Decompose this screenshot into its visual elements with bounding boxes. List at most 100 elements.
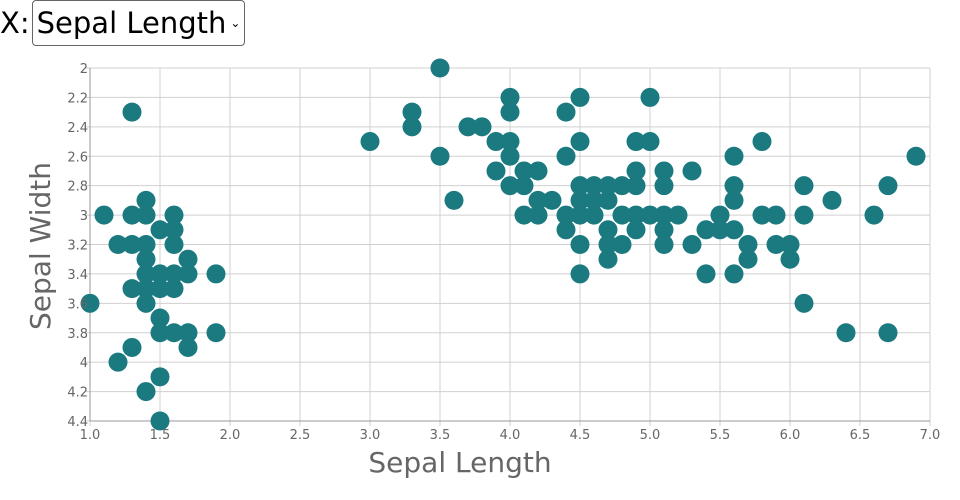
data-point — [500, 146, 520, 166]
data-point — [668, 205, 688, 225]
data-point — [556, 146, 576, 166]
data-point — [682, 235, 702, 254]
data-point — [514, 205, 534, 225]
data-point — [528, 205, 548, 225]
data-point — [486, 132, 506, 152]
x-tick-label: 6.5 — [850, 428, 871, 443]
y-tick-label: 2.6 — [67, 150, 88, 165]
data-point — [794, 205, 814, 225]
data-point — [178, 337, 198, 357]
x-tick-label: 5.0 — [640, 428, 661, 443]
data-point — [136, 293, 156, 313]
data-point — [556, 102, 576, 122]
data-point — [724, 190, 744, 210]
data-point — [598, 176, 618, 196]
data-point — [626, 205, 646, 225]
data-point — [150, 411, 170, 431]
data-point — [766, 235, 786, 254]
data-point — [150, 308, 170, 328]
data-point — [626, 176, 646, 196]
x-picker-label: X: — [0, 6, 30, 40]
data-point — [570, 87, 590, 107]
x-tick-label: 3.0 — [360, 428, 381, 443]
data-point — [724, 176, 744, 196]
y-tick-label: 4 — [80, 356, 88, 371]
data-point — [150, 279, 170, 299]
data-point — [724, 264, 744, 284]
data-point — [626, 220, 646, 240]
data-point — [150, 367, 170, 387]
data-point — [514, 161, 534, 181]
data-point — [164, 220, 184, 240]
data-point — [136, 205, 156, 225]
data-point — [164, 235, 184, 254]
y-tick-label: 3.4 — [67, 268, 88, 283]
data-point — [780, 235, 800, 254]
data-point — [178, 249, 198, 269]
x-tick-label: 5.5 — [710, 428, 731, 443]
y-tick-label: 3.2 — [67, 239, 88, 254]
data-point — [206, 264, 226, 284]
data-point — [430, 146, 450, 166]
data-point — [570, 235, 590, 254]
data-point — [878, 176, 898, 196]
data-point — [598, 220, 618, 240]
data-point — [500, 176, 520, 196]
data-point — [570, 264, 590, 284]
data-point — [864, 205, 884, 225]
data-point — [836, 323, 856, 343]
data-point — [164, 264, 184, 284]
x-tick-label: 1.0 — [80, 428, 101, 443]
data-point — [402, 117, 422, 137]
data-point — [794, 293, 814, 313]
data-point — [472, 117, 492, 137]
x-tick-label: 1.5 — [150, 428, 171, 443]
data-point — [654, 161, 674, 181]
data-point — [206, 323, 226, 343]
data-point — [122, 337, 142, 357]
data-point — [878, 323, 898, 343]
y-tick-label: 2.4 — [67, 121, 88, 136]
data-point — [612, 205, 632, 225]
data-point — [570, 190, 590, 210]
data-point — [626, 161, 646, 181]
data-point — [542, 190, 562, 210]
data-point — [430, 58, 450, 78]
data-point — [164, 205, 184, 225]
y-tick-label: 4.4 — [67, 415, 88, 430]
data-point — [584, 190, 604, 210]
x-tick-label: 2.0 — [220, 428, 241, 443]
data-point — [136, 235, 156, 254]
x-axis-select[interactable]: Sepal Length ⌄ — [31, 0, 246, 46]
scatter-chart: 1.0 1.5 2.0 2.5 3.0 3.5 4.0 4.5 5.0 5.5 6.0 6.5 7.0 … — [24, 58, 941, 479]
data-point — [528, 190, 548, 210]
data-point — [556, 220, 576, 240]
data-point — [766, 205, 786, 225]
data-point — [654, 205, 674, 225]
data-point — [136, 382, 156, 402]
data-point — [136, 190, 156, 210]
y-tick-label: 4.2 — [67, 386, 88, 401]
data-point — [752, 205, 772, 225]
data-point — [710, 205, 730, 225]
y-tick-labels: 2 2.2 2.4 2.6 2.8 3 3.2 3.4 3.6 3.8 4 4.2 4.4 — [67, 62, 88, 430]
data-point — [724, 220, 744, 240]
x-tick-label: 7.0 — [920, 428, 941, 443]
data-point — [598, 249, 618, 269]
data-point — [178, 264, 198, 284]
data-point — [598, 190, 618, 210]
points-layer — [80, 58, 926, 431]
data-point — [598, 235, 618, 254]
data-point — [654, 176, 674, 196]
data-point — [500, 87, 520, 107]
data-point — [150, 264, 170, 284]
data-point — [486, 161, 506, 181]
data-point — [612, 176, 632, 196]
data-point — [136, 249, 156, 269]
x-tick-label: 4.0 — [500, 428, 521, 443]
y-axis-title: Sepal Width — [24, 162, 57, 330]
data-point — [612, 235, 632, 254]
data-point — [584, 176, 604, 196]
data-point — [122, 102, 142, 122]
data-point — [640, 132, 660, 152]
